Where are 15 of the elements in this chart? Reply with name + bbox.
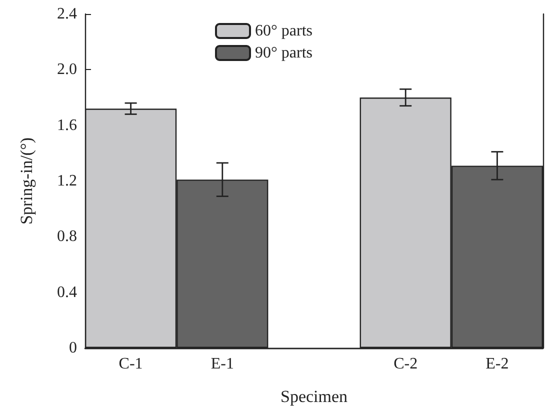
- y-tick-label: 1.6: [57, 116, 77, 134]
- x-tick-label: C-1: [118, 356, 143, 372]
- y-tick-label: 1.2: [57, 172, 77, 190]
- y-axis-title: Spring-in/(°): [17, 137, 36, 225]
- legend-label: 90° parts: [255, 44, 312, 62]
- x-axis-title: Specimen: [280, 387, 348, 406]
- y-tick-label: 2.4: [57, 6, 77, 22]
- x-tick-label: C-2: [394, 356, 418, 372]
- x-tick-label: E-2: [486, 356, 509, 372]
- y-tick-label: 0.4: [57, 284, 77, 301]
- legend-label: 60° parts: [255, 22, 312, 40]
- y-tick-label: 0.8: [57, 228, 77, 246]
- y-tick-label: 2.0: [57, 61, 77, 78]
- x-tick-label: E-1: [210, 356, 234, 372]
- y-tick-label: 0: [69, 340, 77, 356]
